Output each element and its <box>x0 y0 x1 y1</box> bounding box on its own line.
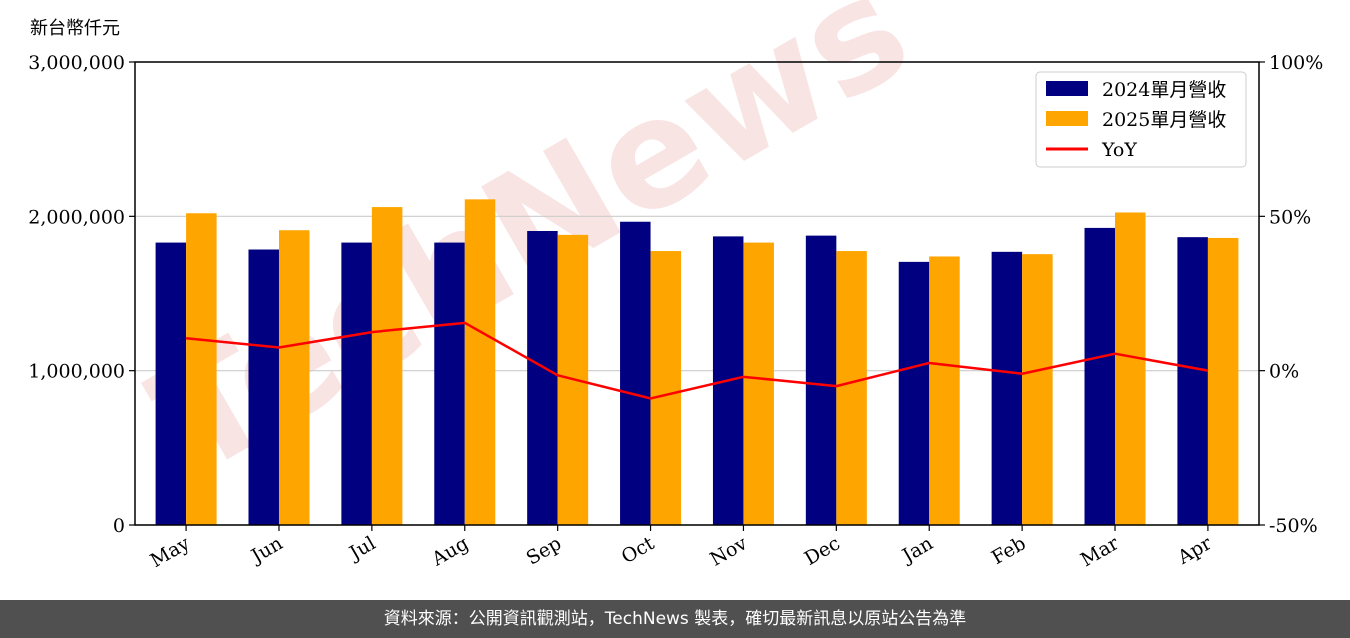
legend-label: YoY <box>1101 139 1137 161</box>
y-tick-label: 2,000,000 <box>28 206 125 228</box>
bar-2024 <box>527 230 558 525</box>
bar-2024 <box>248 249 279 525</box>
y-tick-label: 3,000,000 <box>28 52 125 74</box>
bar-2025 <box>650 251 682 525</box>
x-tick-label: Oct <box>618 532 659 568</box>
x-tick-label: Jan <box>897 532 937 568</box>
bar-2025 <box>1022 254 1053 525</box>
bar-2025 <box>1207 237 1239 525</box>
bar-2025 <box>836 251 867 525</box>
x-tick-label: Dec <box>801 532 844 570</box>
bar-2024 <box>620 221 651 526</box>
x-tick-label: Jul <box>344 532 379 565</box>
bar-2025 <box>929 256 960 525</box>
x-tick-label: Aug <box>427 532 472 571</box>
source-footer: 資料來源：公開資訊觀測站，TechNews 製表，確切最新訊息以原站公告為準 <box>0 600 1350 638</box>
bar-2025 <box>186 213 217 525</box>
x-tick-label: Nov <box>706 532 751 571</box>
x-tick-label: May <box>147 532 194 572</box>
bar-2025 <box>1115 212 1146 525</box>
bar-2025 <box>371 207 403 525</box>
bar-2024 <box>1177 237 1208 525</box>
y-right-tick-label: 100% <box>1269 52 1323 74</box>
y-right-tick-label: -50% <box>1269 515 1318 537</box>
yoy-line <box>185 321 1209 400</box>
y-right-tick-label: 0% <box>1269 361 1299 383</box>
legend-swatch <box>1046 111 1088 126</box>
bar-2024 <box>155 242 187 525</box>
legend-label: 2025單月營收 <box>1102 109 1226 131</box>
x-tick-label: Jun <box>246 532 287 568</box>
bars <box>155 199 1239 526</box>
x-tick-label: Sep <box>523 532 566 569</box>
bar-2024 <box>341 242 372 525</box>
y-right-tick-label: 50% <box>1269 206 1311 228</box>
legend-box <box>1035 71 1247 168</box>
y-tick-label: 0 <box>113 515 125 537</box>
bar-2024 <box>991 251 1023 525</box>
y-axis-unit-label: 新台幣仟元 <box>30 18 120 39</box>
bar-2025 <box>278 230 310 525</box>
legend-swatch <box>1046 81 1088 96</box>
x-tick-label: Apr <box>1173 532 1216 569</box>
y-tick-label: 1,000,000 <box>28 361 125 383</box>
x-tick-label: Feb <box>988 532 1030 569</box>
legend-label: 2024單月營收 <box>1102 79 1226 101</box>
bar-2024 <box>898 261 930 525</box>
x-tick-label: Mar <box>1077 532 1123 571</box>
bar-2025 <box>743 242 774 525</box>
bar-2024 <box>1084 227 1116 526</box>
bar-2024 <box>805 235 837 525</box>
legend: 2024單月營收 2025單月營收 YoY <box>1035 71 1247 168</box>
bar-2025 <box>464 199 496 525</box>
plot-frame <box>134 61 1260 526</box>
revenue-chart: TechNews 01,000,0002,000,0003,000,000-50… <box>28 0 1323 572</box>
bar-2024 <box>434 242 465 525</box>
yoy-line-layer <box>185 321 1209 400</box>
